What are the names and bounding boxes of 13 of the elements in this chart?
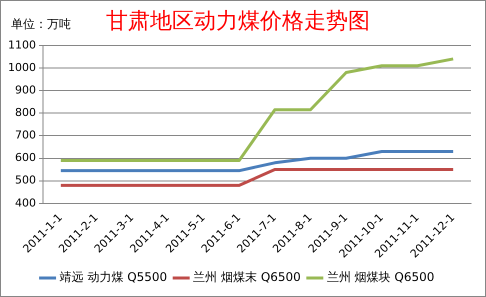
y-tick-label: 900: [14, 83, 36, 96]
y-tick-label: 600: [14, 151, 36, 164]
y-axis-title: 单位：万吨: [11, 17, 71, 32]
y-tick-label: 400: [14, 196, 36, 210]
legend-label: 兰州 烟煤末 Q6500: [193, 270, 301, 284]
y-tick-label: 500: [14, 174, 36, 187]
legend-label: 兰州 烟煤块 Q6500: [326, 270, 434, 284]
y-tick-label: 700: [14, 128, 36, 142]
legend-label: 靖远 动力煤 Q5500: [60, 270, 168, 284]
y-tick-label: 800: [14, 106, 36, 119]
y-tick-label: 1000: [8, 60, 36, 74]
y-tick-label: 1100: [8, 38, 36, 52]
chart-title: 甘肃地区动力煤价格走势图: [106, 8, 370, 34]
